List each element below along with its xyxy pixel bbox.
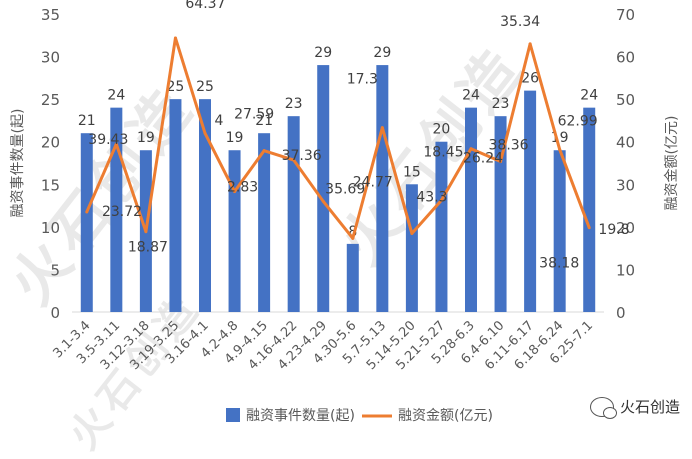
bar-data-label: 23 <box>285 96 303 112</box>
y-right-tick-label: 70 <box>616 6 635 24</box>
bar-data-label: 25 <box>167 79 185 95</box>
bar <box>494 116 507 313</box>
line-series <box>85 36 591 240</box>
bar <box>110 107 123 313</box>
line-point <box>587 226 591 230</box>
line-data-label: 39.43 <box>88 132 128 148</box>
line-point <box>144 230 148 234</box>
line-point <box>203 131 207 135</box>
line-data-label: 38.36 <box>489 138 529 154</box>
y-right-axis-title: 融资金额(亿元) <box>664 116 680 211</box>
y-left-tick-label: 25 <box>41 91 60 109</box>
line-data-label: 19.8 <box>598 222 629 238</box>
bar-data-label: 26 <box>521 71 539 87</box>
y-right-tick-label: 30 <box>616 176 635 194</box>
bar <box>465 107 477 313</box>
y-right-tick-label: 60 <box>616 49 635 67</box>
line-data-label: 43.3 <box>416 189 447 205</box>
y-left-tick-label: 10 <box>41 219 60 237</box>
bar-data-label: 29 <box>314 45 332 61</box>
bar-data-label: 25 <box>196 79 214 95</box>
y-left-tick-label: 0 <box>50 304 60 322</box>
y-left-tick-label: 20 <box>41 134 60 152</box>
y-left-tick-label: 30 <box>41 49 60 67</box>
bar-data-label: 23 <box>492 96 510 112</box>
combo-chart: 0 5 10 15 20 25 30 35 0 10 20 30 40 50 60 70 融资事件数量(起) 融资… <box>10 0 680 424</box>
y-right-tick-label: 10 <box>616 261 635 279</box>
bar-data-label: 24 <box>462 88 480 104</box>
bar-data-label: 8 <box>348 224 357 240</box>
bar <box>228 150 241 312</box>
bar-data-label: 24 <box>107 88 125 104</box>
line-point <box>321 199 325 203</box>
bar-data-label: 15 <box>403 164 421 180</box>
legend-label-line: 融资金额(亿元) <box>398 408 493 424</box>
bar <box>287 116 300 313</box>
bar-data-label: 21 <box>78 113 96 129</box>
bar <box>524 90 537 312</box>
line-data-label: 26.24 <box>463 151 503 167</box>
line-data-label: 4 <box>215 113 224 129</box>
bar-data-label: 20 <box>433 122 451 138</box>
y-right-tick-label: 50 <box>616 91 635 109</box>
bar <box>317 65 330 312</box>
line-point <box>469 147 473 151</box>
bar <box>376 65 389 312</box>
line-data-label: 18.87 <box>128 240 168 256</box>
line-data-label: 2.83 <box>227 180 258 196</box>
bar <box>258 133 271 312</box>
line-data-label: 35.69 <box>325 181 365 197</box>
bar-data-label: 19 <box>137 130 155 146</box>
brand-logo: 火石创造 <box>589 396 680 419</box>
line-data-label: 37.36 <box>282 148 322 164</box>
line-point <box>292 158 296 162</box>
line-point <box>380 126 384 130</box>
line-data-label: 27.59 <box>234 107 274 123</box>
bar <box>435 141 448 312</box>
line-point <box>439 198 443 202</box>
y-left-tick-label: 15 <box>41 176 60 194</box>
line-point <box>114 142 118 146</box>
line-point <box>410 231 414 235</box>
line-data-label: 23.72 <box>102 204 142 220</box>
line-data-label: 24.77 <box>353 174 393 190</box>
y-right-tick-label: 40 <box>616 134 635 152</box>
bar <box>169 99 182 313</box>
legend-swatch-bars <box>226 408 240 422</box>
line-data-label: 17.3 <box>347 72 378 88</box>
line-point <box>528 42 532 46</box>
line-data-label: 62.99 <box>558 113 598 129</box>
y-left-axis-title: 融资事件数量(起) <box>10 109 26 218</box>
y-right-tick-label: 0 <box>616 304 626 322</box>
legend-label-bars: 融资事件数量(起) <box>246 408 355 424</box>
line-point <box>558 147 562 151</box>
bar <box>405 184 418 312</box>
bar <box>80 133 93 312</box>
bar <box>583 107 596 313</box>
brand-label: 火石创造 <box>619 398 680 416</box>
line-point <box>233 190 237 194</box>
wechat-icon <box>589 396 617 419</box>
line-point <box>499 160 503 164</box>
line-point <box>173 36 177 40</box>
line-data-label: 18.45 <box>423 144 463 160</box>
line-data-label: 38.18 <box>539 256 579 272</box>
line-data-label: 64.37 <box>185 0 225 12</box>
bar <box>346 243 359 312</box>
bar <box>199 99 211 313</box>
bar-data-label: 29 <box>373 45 391 61</box>
line-point <box>351 236 355 240</box>
line-point <box>85 210 89 214</box>
bar-data-label: 24 <box>580 88 598 104</box>
bar-data-label: 21 <box>255 113 273 129</box>
y-right-tick-label: 20 <box>616 219 635 237</box>
bar-data-label: 19 <box>226 130 244 146</box>
y-left-tick-label: 35 <box>41 6 60 24</box>
y-left-tick-label: 5 <box>50 261 60 279</box>
bar <box>553 150 566 312</box>
line-point <box>262 149 266 153</box>
line-data-label: 35.34 <box>500 14 540 30</box>
